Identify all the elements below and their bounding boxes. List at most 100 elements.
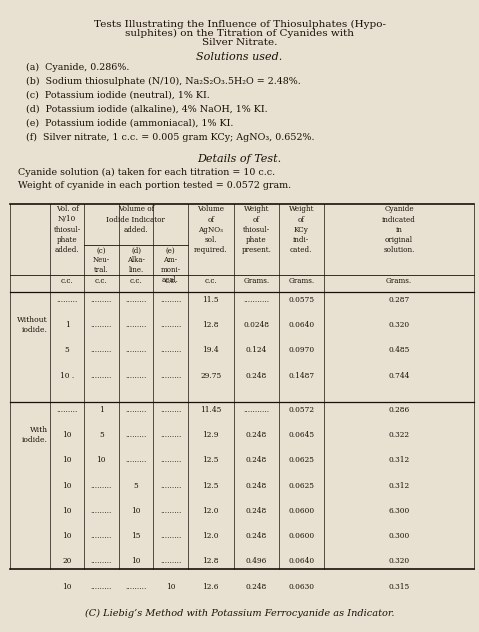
Text: 10: 10 xyxy=(166,583,175,591)
Text: (f)  Silver nitrate, 1 c.c. = 0.005 gram KCy; AgNO₃, 0.652%.: (f) Silver nitrate, 1 c.c. = 0.005 gram … xyxy=(26,133,315,142)
Text: 0.0625: 0.0625 xyxy=(288,482,314,490)
Text: 0.320: 0.320 xyxy=(388,557,410,566)
Text: 12.0: 12.0 xyxy=(203,532,219,540)
Text: 0.0625: 0.0625 xyxy=(288,456,314,465)
Text: 0.312: 0.312 xyxy=(388,456,410,465)
Text: .........: ......... xyxy=(91,482,112,490)
Text: (b)  Sodium thiosulphate (N/10), Na₂S₂O₃.5H₂O = 2.48%.: (b) Sodium thiosulphate (N/10), Na₂S₂O₃.… xyxy=(26,77,301,86)
Text: .........: ......... xyxy=(91,346,112,355)
Text: Without
iodide.: Without iodide. xyxy=(17,316,48,334)
Text: 10: 10 xyxy=(62,456,72,465)
Text: 0.322: 0.322 xyxy=(388,431,410,439)
Text: .........: ......... xyxy=(125,406,147,414)
Text: .........: ......... xyxy=(125,583,147,591)
Text: Weight of cyanide in each portion tested = 0.0572 gram.: Weight of cyanide in each portion tested… xyxy=(18,181,291,190)
Text: 12.8: 12.8 xyxy=(203,321,219,329)
Text: 1: 1 xyxy=(99,406,103,414)
Text: Grams.: Grams. xyxy=(386,277,412,286)
Text: .........: ......... xyxy=(160,296,181,304)
Text: (c)
Neu-
tral.: (c) Neu- tral. xyxy=(93,246,110,274)
Text: .........: ......... xyxy=(125,346,147,355)
Text: Silver Nitrate.: Silver Nitrate. xyxy=(202,38,277,47)
Text: Cyanide
indicated
in
original
solution.: Cyanide indicated in original solution. xyxy=(382,205,416,254)
Text: .........: ......... xyxy=(160,431,181,439)
Text: .........: ......... xyxy=(160,557,181,566)
Text: Grams.: Grams. xyxy=(288,277,314,286)
Text: 29.75: 29.75 xyxy=(200,372,221,380)
Text: .........: ......... xyxy=(125,431,147,439)
Text: .........: ......... xyxy=(91,507,112,515)
Text: c.c.: c.c. xyxy=(61,277,73,286)
Text: c.c.: c.c. xyxy=(164,277,177,286)
Text: 0.248: 0.248 xyxy=(246,532,267,540)
Text: 0.300: 0.300 xyxy=(388,532,410,540)
Text: c.c.: c.c. xyxy=(205,277,217,286)
Text: (e)  Potassium iodide (ammoniacal), 1% KI.: (e) Potassium iodide (ammoniacal), 1% KI… xyxy=(26,119,234,128)
Text: 0.248: 0.248 xyxy=(246,431,267,439)
Text: .........: ......... xyxy=(57,406,78,414)
Text: c.c.: c.c. xyxy=(130,277,142,286)
Text: 0.496: 0.496 xyxy=(246,557,267,566)
Text: 10: 10 xyxy=(131,557,141,566)
Text: 19.4: 19.4 xyxy=(203,346,219,355)
Text: ...........: ........... xyxy=(243,406,269,414)
Text: Weight
of
thiosul-
phate
present.: Weight of thiosul- phate present. xyxy=(241,205,271,254)
Text: (e)
Am-
moni-
acal.: (e) Am- moni- acal. xyxy=(160,246,181,284)
Text: .........: ......... xyxy=(91,583,112,591)
Text: 12.9: 12.9 xyxy=(203,431,219,439)
Text: Volume of
Iodide Indicator
added.: Volume of Iodide Indicator added. xyxy=(106,205,165,234)
Text: Grams.: Grams. xyxy=(243,277,269,286)
Text: .........: ......... xyxy=(91,557,112,566)
Text: 10: 10 xyxy=(62,507,72,515)
Text: 5: 5 xyxy=(134,482,138,490)
Text: With
iodide.: With iodide. xyxy=(22,426,48,444)
Text: 0.0600: 0.0600 xyxy=(288,507,314,515)
Text: .........: ......... xyxy=(160,532,181,540)
Text: .........: ......... xyxy=(125,321,147,329)
Text: 0.0640: 0.0640 xyxy=(288,557,314,566)
Text: (d)  Potassium iodide (alkaline), 4% NaOH, 1% KI.: (d) Potassium iodide (alkaline), 4% NaOH… xyxy=(26,105,268,114)
Text: Volume
of
AgNO₃
sol.
required.: Volume of AgNO₃ sol. required. xyxy=(194,205,228,254)
Text: 0.0970: 0.0970 xyxy=(288,346,314,355)
Text: Solutions used.: Solutions used. xyxy=(196,52,283,62)
Text: .........: ......... xyxy=(160,372,181,380)
Text: 0.0645: 0.0645 xyxy=(288,431,314,439)
Text: 0.0630: 0.0630 xyxy=(288,583,314,591)
Text: .........: ......... xyxy=(160,406,181,414)
Text: 0.286: 0.286 xyxy=(388,406,410,414)
Text: Tests Illustrating the Influence of Thiosulphates (Hypo-: Tests Illustrating the Influence of Thio… xyxy=(93,20,386,29)
Text: 10: 10 xyxy=(62,482,72,490)
Text: 0.744: 0.744 xyxy=(388,372,410,380)
Text: 0.485: 0.485 xyxy=(388,346,410,355)
Text: Details of Test.: Details of Test. xyxy=(197,154,282,164)
Text: 12.5: 12.5 xyxy=(203,482,219,490)
Text: 10: 10 xyxy=(62,532,72,540)
Text: 12.0: 12.0 xyxy=(203,507,219,515)
Text: 10 .: 10 . xyxy=(60,372,74,380)
Text: 0.315: 0.315 xyxy=(388,583,410,591)
Text: .........: ......... xyxy=(57,296,78,304)
Text: .........: ......... xyxy=(160,321,181,329)
Text: Cyanide solution (a) taken for each titration = 10 c.c.: Cyanide solution (a) taken for each titr… xyxy=(18,168,275,177)
Text: 0.248: 0.248 xyxy=(246,507,267,515)
Text: c.c.: c.c. xyxy=(95,277,108,286)
Text: 11.45: 11.45 xyxy=(200,406,221,414)
Text: 5: 5 xyxy=(99,431,103,439)
Text: (d)
Alka-
line.: (d) Alka- line. xyxy=(127,246,145,274)
Text: 0.248: 0.248 xyxy=(246,456,267,465)
Text: 0.248: 0.248 xyxy=(246,583,267,591)
Text: 1: 1 xyxy=(65,321,69,329)
Text: 12.5: 12.5 xyxy=(203,456,219,465)
Text: .........: ......... xyxy=(91,296,112,304)
Text: (C) Liebig’s Method with Potassium Ferrocyanide as Indicator.: (C) Liebig’s Method with Potassium Ferro… xyxy=(85,609,394,618)
Text: 6.300: 6.300 xyxy=(388,507,410,515)
Text: 0.0572: 0.0572 xyxy=(288,406,314,414)
Text: 0.248: 0.248 xyxy=(246,372,267,380)
Text: .........: ......... xyxy=(125,456,147,465)
Text: 0.0248: 0.0248 xyxy=(243,321,269,329)
Text: 15: 15 xyxy=(131,532,141,540)
Text: sulphites) on the Titration of Cyanides with: sulphites) on the Titration of Cyanides … xyxy=(125,29,354,38)
Text: 20: 20 xyxy=(62,557,72,566)
Text: 0.248: 0.248 xyxy=(246,482,267,490)
Text: .........: ......... xyxy=(91,532,112,540)
